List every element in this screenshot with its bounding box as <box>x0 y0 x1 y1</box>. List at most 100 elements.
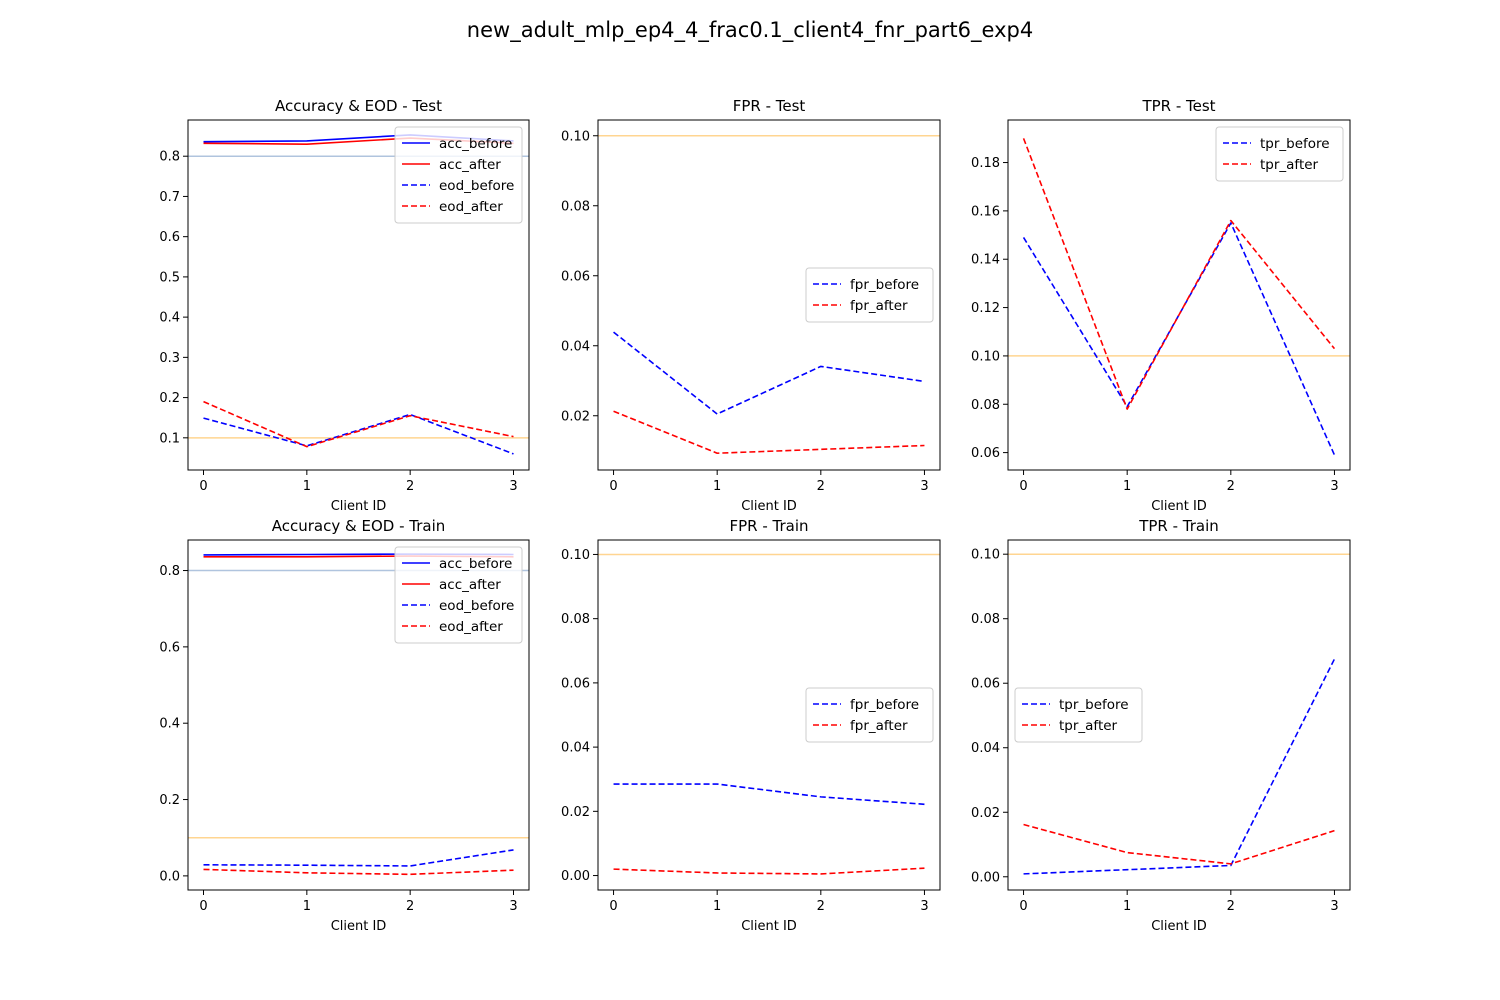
plot-frame <box>187 539 530 891</box>
x-tick-label: 2 <box>817 479 825 494</box>
y-tick-label: 0.6 <box>159 640 180 655</box>
subplot-tpr-test: TPR - Test 0.06 0.08 0.10 0.12 0.14 0.16 0.18 0 1… <box>971 97 1351 514</box>
y-tick-label: 0.0 <box>159 869 180 884</box>
y-tick-label: 0.00 <box>971 870 1000 885</box>
x-axis-label: Client ID <box>741 919 797 934</box>
y-tick-label: 0.2 <box>159 793 180 808</box>
subplot-title: Accuracy & EOD - Test <box>275 97 442 115</box>
y-tick-label: 0.16 <box>971 204 1000 219</box>
x-axis-label: Client ID <box>331 919 387 934</box>
x-axis-label: Client ID <box>1151 919 1207 934</box>
plot-frame <box>597 119 941 471</box>
series-line-fpr_after <box>613 867 925 875</box>
legend-entry-fpr_after: fpr_after <box>850 718 908 734</box>
x-tick-label: 2 <box>406 479 414 494</box>
y-tick-label: 0.04 <box>971 741 1000 756</box>
x-tick-label: 1 <box>303 899 311 914</box>
x-tick-label: 2 <box>1227 479 1235 494</box>
legend-box <box>805 687 934 743</box>
legend-entry-acc_before: acc_before <box>439 136 512 152</box>
legend-entry-acc_after: acc_after <box>439 577 501 593</box>
legend-box <box>394 546 523 644</box>
x-tick-label: 1 <box>713 479 721 494</box>
x-tick-label: 3 <box>1330 479 1338 494</box>
legend: tpr_before tpr_after <box>1215 126 1344 182</box>
y-tick-label: 0.12 <box>971 301 1000 316</box>
series-line-tpr_after <box>1023 823 1335 865</box>
x-tick-label: 3 <box>1330 899 1338 914</box>
y-tick-label: 0.10 <box>971 548 1000 563</box>
y-tick-label: 0.06 <box>971 677 1000 692</box>
x-axis-label: Client ID <box>331 499 387 514</box>
y-tick-label: 0.08 <box>561 612 590 627</box>
x-tick-label: 3 <box>509 899 517 914</box>
legend-entry-tpr_after: tpr_after <box>1059 718 1118 734</box>
y-tick-label: 0.02 <box>561 805 590 820</box>
x-tick-label: 3 <box>920 479 928 494</box>
y-tick-label: 0.4 <box>159 717 180 732</box>
plot-frame <box>597 539 941 891</box>
series-line-tpr_before <box>1023 658 1336 875</box>
y-tick-label: 0.06 <box>561 676 590 691</box>
x-axis-label: Client ID <box>741 499 797 514</box>
plot-frame <box>1007 539 1351 891</box>
plot-frame <box>187 119 530 471</box>
legend-entry-acc_before: acc_before <box>439 556 512 572</box>
y-tick-label: 0.08 <box>971 612 1000 627</box>
y-tick-label: 0.10 <box>561 548 590 563</box>
series-line-eod_after <box>203 868 514 876</box>
x-tick-label: 2 <box>1227 899 1235 914</box>
y-tick-label: 0.7 <box>159 190 180 205</box>
legend-entry-acc_after: acc_after <box>439 157 501 173</box>
x-tick-label: 1 <box>713 899 721 914</box>
x-tick-label: 0 <box>199 479 207 494</box>
subplot-title: Accuracy & EOD - Train <box>272 517 446 535</box>
y-tick-label: 0.04 <box>561 741 590 756</box>
subplot-title: TPR - Test <box>1141 97 1215 115</box>
y-tick-label: 0.02 <box>561 409 590 424</box>
y-tick-label: 0.18 <box>971 156 1000 171</box>
legend-entry-fpr_after: fpr_after <box>850 298 908 314</box>
y-tick-label: 0.08 <box>971 398 1000 413</box>
y-tick-label: 0.08 <box>561 199 590 214</box>
series-line-fpr_after <box>613 410 925 455</box>
series-line-fpr_before <box>613 331 925 415</box>
subplot-title: FPR - Train <box>729 517 808 535</box>
y-tick-label: 0.04 <box>561 339 590 354</box>
legend: tpr_before tpr_after <box>1014 687 1143 743</box>
series-line-tpr_before <box>1022 222 1336 456</box>
subplot-tpr-train: TPR - Train 0.00 0.02 0.04 0.06 0.08 0.10 0 1 2 3 C… <box>971 517 1351 934</box>
plot-frame <box>1007 119 1351 471</box>
x-tick-label: 0 <box>199 899 207 914</box>
x-axis-label: Client ID <box>1151 499 1207 514</box>
legend-entry-tpr_before: tpr_before <box>1260 136 1330 152</box>
legend-entry-tpr_before: tpr_before <box>1059 697 1129 713</box>
legend-entry-eod_after: eod_after <box>439 199 503 215</box>
y-tick-label: 0.3 <box>159 351 180 366</box>
legend: acc_before acc_after eod_before eod_after <box>394 126 523 224</box>
y-tick-label: 0.8 <box>159 150 180 165</box>
legend-box <box>394 126 523 224</box>
legend-box <box>1215 126 1344 182</box>
y-tick-label: 0.2 <box>159 391 180 406</box>
legend: fpr_before fpr_after <box>805 687 934 743</box>
x-tick-label: 0 <box>1019 479 1027 494</box>
series-line-tpr_after <box>1022 138 1336 410</box>
legend-box <box>1014 687 1143 743</box>
y-tick-label: 0.10 <box>561 129 590 144</box>
legend-entry-tpr_after: tpr_after <box>1260 157 1319 173</box>
subplot-acc-eod-test: Accuracy & EOD - Test 0.1 0.2 0.3 0.4 0.5 0.6 0… <box>159 97 530 514</box>
y-tick-label: 0.00 <box>561 869 590 884</box>
subplot-title: FPR - Test <box>733 97 806 115</box>
axes-layer: Accuracy & EOD - Test 0.1 0.2 0.3 0.4 0.5 0.6 0… <box>159 97 1351 934</box>
x-tick-label: 0 <box>609 479 617 494</box>
x-tick-label: 1 <box>1123 899 1131 914</box>
x-tick-label: 0 <box>609 899 617 914</box>
x-tick-label: 3 <box>509 479 517 494</box>
subplot-fpr-train: FPR - Train 0.00 0.02 0.04 0.06 0.08 0.10 0 1 2 3 C… <box>561 517 941 934</box>
legend-entry-eod_before: eod_before <box>439 598 514 614</box>
y-tick-label: 0.10 <box>971 349 1000 364</box>
y-tick-label: 0.8 <box>159 564 180 579</box>
